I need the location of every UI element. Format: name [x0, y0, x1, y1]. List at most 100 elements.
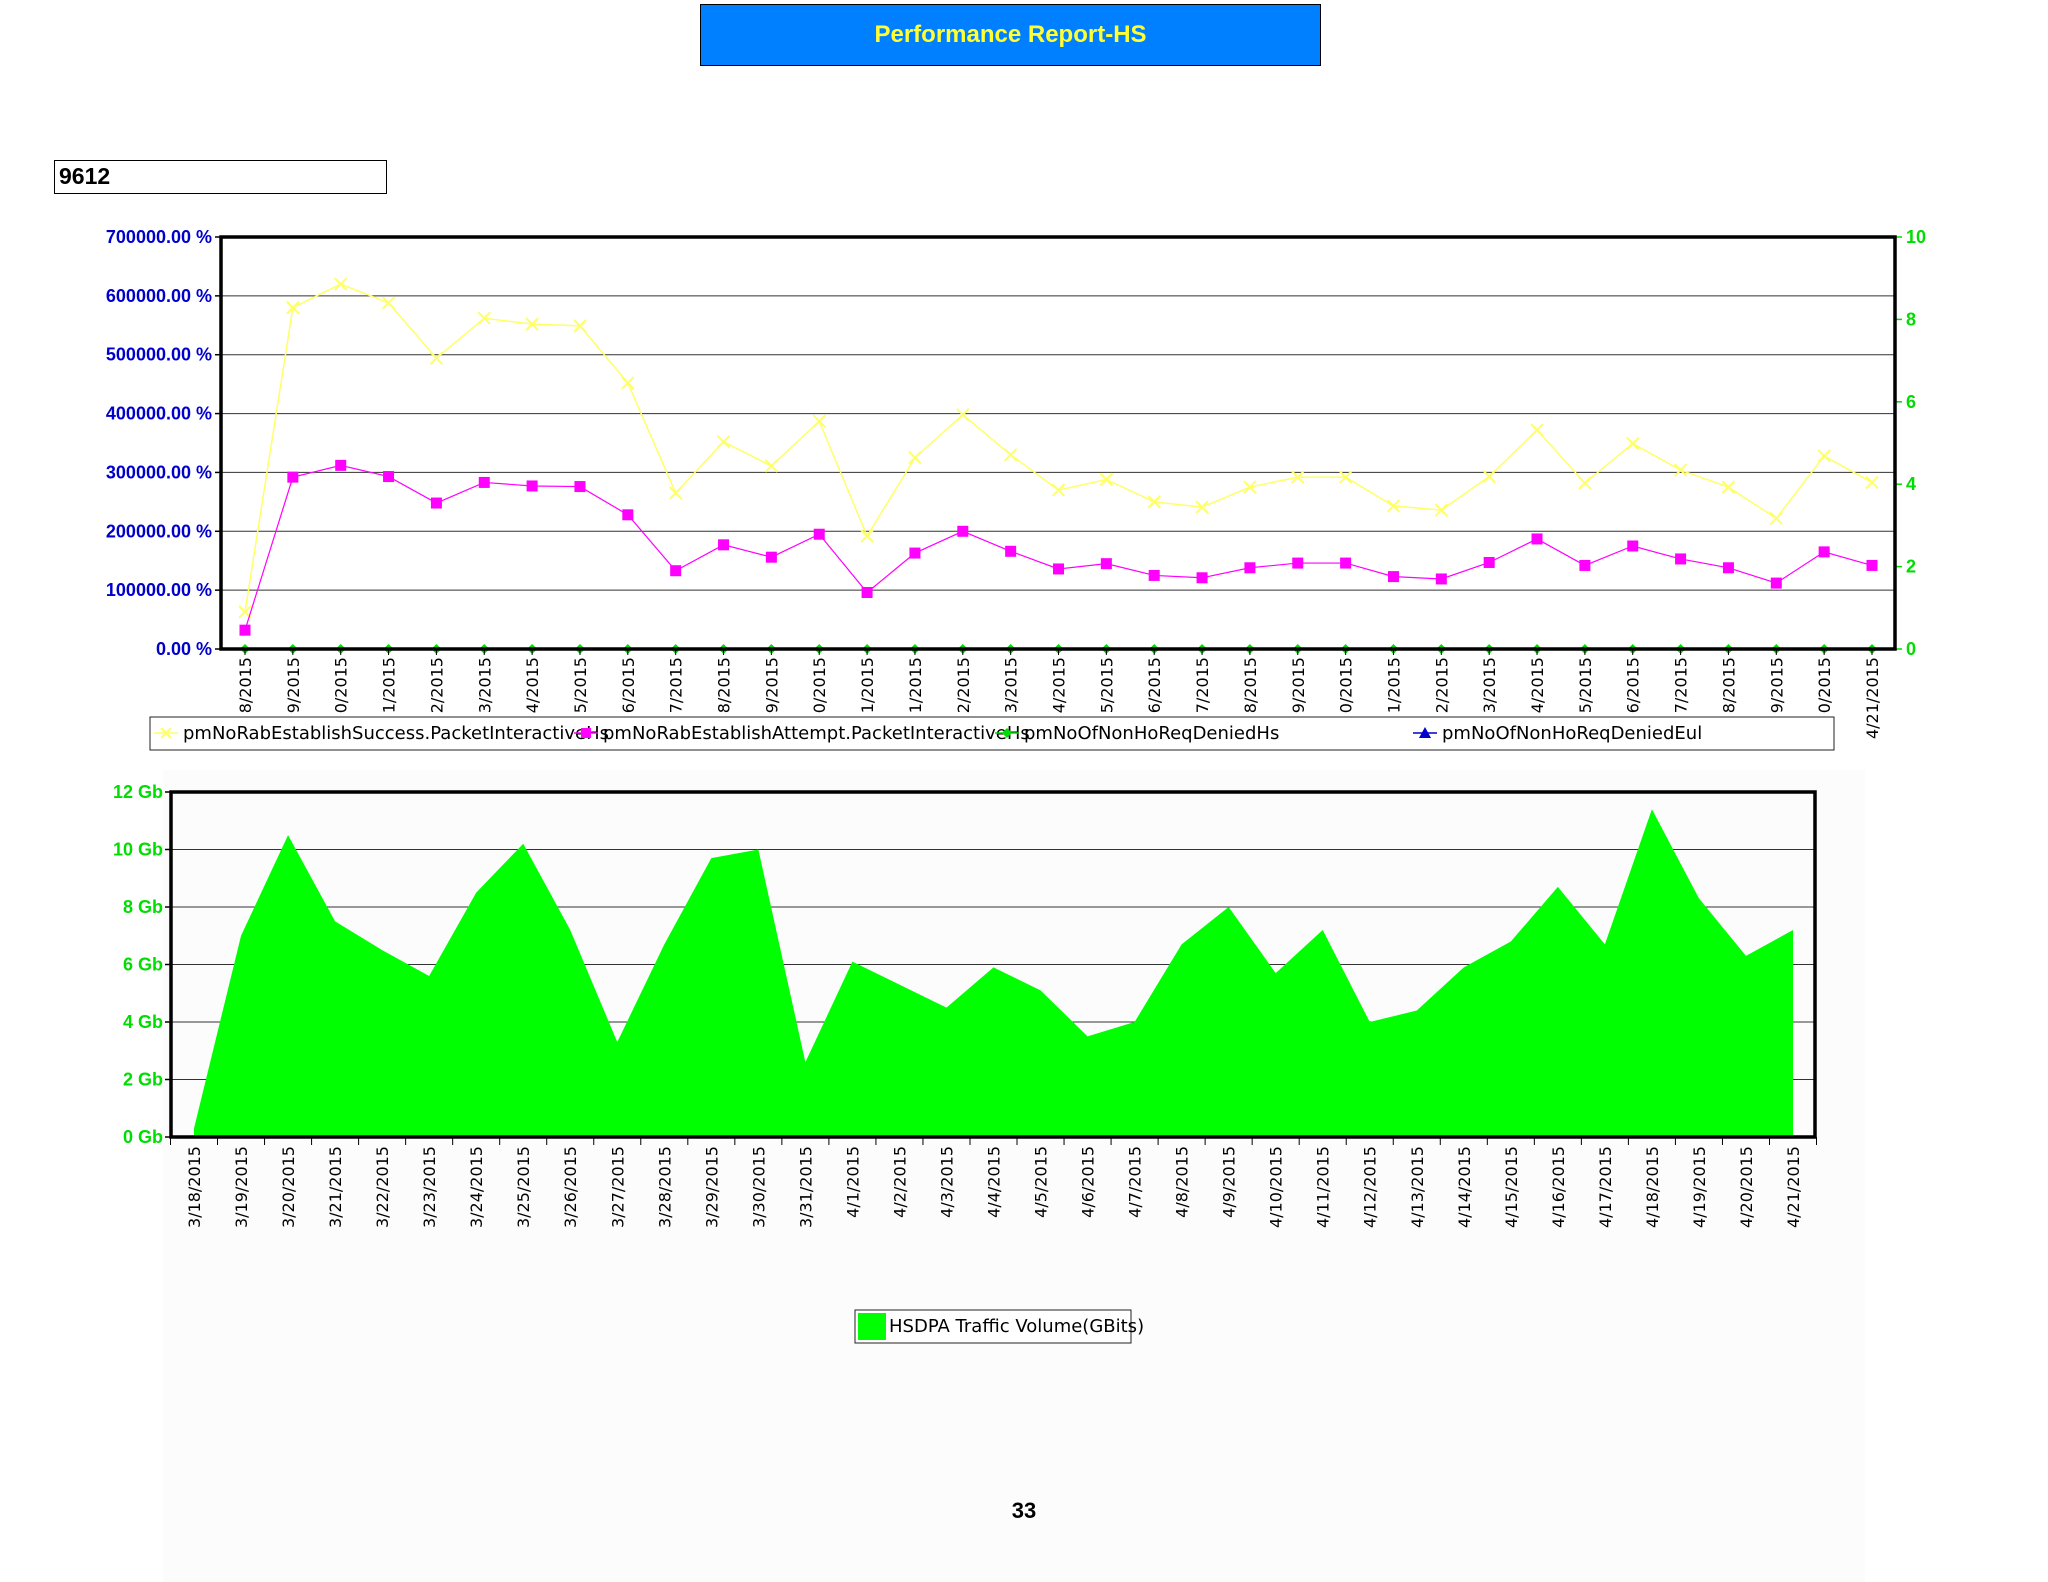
- x-axis-tick-label: 4/15/2015: [1502, 1146, 1521, 1228]
- x-axis-tick-label: 4/8/2015: [1173, 1146, 1192, 1218]
- x-axis-tick-label: 3/25/2015: [514, 1146, 533, 1228]
- x-axis-tick-label: 0/2015: [1815, 657, 1834, 713]
- x-axis-tick-label: 4/21/2015: [1784, 1146, 1803, 1228]
- data-point-success: [1673, 463, 1688, 477]
- data-point-attempt: [1435, 573, 1447, 585]
- kpi-line-chart: 0.00 % 100000.00 % 200000.00 % 300000.00 % 4…: [106, 227, 1926, 751]
- data-point-attempt: [1292, 557, 1304, 569]
- data-point-success: [1530, 423, 1544, 437]
- data-point-attempt: [1100, 558, 1112, 570]
- x-axis-tick-label: 3/2015: [1002, 657, 1021, 713]
- data-point-attempt: [1005, 545, 1017, 557]
- x-axis-tick-label: 9/2015: [284, 657, 303, 713]
- x-axis-tick-label: 4/10/2015: [1267, 1146, 1286, 1228]
- x-axis-tick-label: 5/2015: [1576, 657, 1595, 713]
- x-axis-tick-label: 3/27/2015: [608, 1146, 627, 1228]
- data-point-attempt: [957, 525, 969, 537]
- legend-marker: [160, 727, 172, 739]
- x-axis-tick-label: 3/28/2015: [655, 1146, 674, 1228]
- y-axis-tick-label: 2 Gb: [123, 1070, 163, 1090]
- x-axis-tick-label: 3/20/2015: [279, 1146, 298, 1228]
- left-axis-tick-label: 100000.00 %: [106, 580, 212, 600]
- x-axis-tick-label: 4/14/2015: [1455, 1146, 1474, 1228]
- right-axis-tick-label: 6: [1906, 392, 1916, 412]
- x-axis-tick-label: 6/2015: [619, 657, 638, 713]
- data-point-attempt: [1244, 562, 1256, 574]
- data-point-success: [668, 486, 683, 500]
- data-point-attempt: [1818, 546, 1830, 558]
- x-axis-tick-label: 3/2015: [475, 657, 494, 713]
- x-axis-tick-label: 7/2015: [1672, 657, 1691, 713]
- x-axis-tick-label: 1/2015: [380, 657, 399, 713]
- x-axis-tick-label: 8/2015: [1241, 657, 1260, 713]
- plot-frame: [169, 790, 1817, 1139]
- data-point-attempt: [1675, 553, 1687, 565]
- x-axis-tick-label: 6/2015: [1145, 657, 1164, 713]
- x-axis-tick-label: 3/31/2015: [796, 1146, 815, 1228]
- data-point-success: [1482, 469, 1496, 484]
- data-point-success: [1099, 472, 1114, 487]
- data-point-success: [1865, 475, 1879, 490]
- data-point-attempt: [1196, 572, 1208, 584]
- traffic-volume-area: [194, 809, 1793, 1137]
- x-axis-tick-label: 4/20/2015: [1737, 1146, 1756, 1228]
- data-point-attempt: [574, 481, 586, 493]
- data-point-attempt: [813, 528, 825, 540]
- data-point-success: [333, 277, 348, 291]
- right-axis-tick-label: 4: [1906, 474, 1916, 494]
- legend-label: pmNoOfNonHoReqDeniedHs: [1024, 723, 1279, 744]
- x-axis-tick-label: 0/2015: [1337, 657, 1356, 713]
- traffic-volume-area-chart: 0 Gb 2 Gb 4 Gb 6 Gb 8 Gb 10 Gb 12 Gb 3/18/2015 3…: [113, 782, 1818, 1344]
- left-axis-tick-label: 200000.00 %: [106, 521, 212, 541]
- data-point-success: [1051, 483, 1066, 497]
- x-axis-tick-label: 4/21/2015: [1863, 657, 1882, 739]
- left-axis-tick-label: 700000.00 %: [106, 227, 212, 247]
- x-axis-tick-label: 3/26/2015: [561, 1146, 580, 1228]
- data-point-success: [381, 296, 396, 310]
- x-axis-tick-label: 7/2015: [1193, 657, 1212, 713]
- data-point-success: [1195, 500, 1209, 514]
- data-point-attempt: [478, 476, 490, 488]
- left-axis-tick-label: 300000.00 %: [106, 462, 212, 482]
- data-point-attempt: [765, 551, 777, 563]
- y-axis-tick-label: 0 Gb: [123, 1127, 163, 1147]
- left-axis-tick-label: 0.00 %: [156, 639, 212, 659]
- data-point-success: [1721, 480, 1736, 494]
- data-point-success: [621, 376, 635, 390]
- left-axis-tick-label: 600000.00 %: [106, 286, 212, 306]
- x-axis-tick-label: 4/5/2015: [1032, 1146, 1051, 1218]
- x-axis-tick-label: 1/2015: [906, 657, 925, 713]
- legend-marker: [1002, 728, 1012, 738]
- x-axis-tick-label: 3/2015: [1480, 657, 1499, 713]
- data-point-attempt: [526, 480, 538, 492]
- x-axis-tick-label: 3/29/2015: [702, 1146, 721, 1228]
- data-point-attempt: [1627, 540, 1639, 552]
- x-axis-tick-label: 9/2015: [1767, 657, 1786, 713]
- x-axis-tick-label: 9/2015: [1289, 657, 1308, 713]
- x-axis-tick-label: 4/9/2015: [1220, 1146, 1239, 1218]
- legend-marker: [581, 728, 591, 738]
- data-point-attempt: [1053, 563, 1064, 575]
- x-axis-tick-label: 1/2015: [1384, 657, 1403, 713]
- x-axis-tick-label: 4/13/2015: [1408, 1146, 1427, 1228]
- x-axis-tick-label: 5/2015: [571, 657, 590, 713]
- page-number: 33: [1011, 1498, 1037, 1523]
- y-axis-tick-label: 12 Gb: [113, 782, 163, 802]
- x-axis-tick-label: 4/2/2015: [890, 1146, 909, 1218]
- data-point-success: [429, 351, 444, 365]
- legend-label: pmNoOfNonHoReqDeniedEul: [1442, 723, 1702, 744]
- y-axis-tick-label: 4 Gb: [123, 1012, 163, 1032]
- left-axis-tick-label: 400000.00 %: [106, 404, 212, 424]
- x-axis-tick-label: 3/24/2015: [467, 1146, 486, 1228]
- y-axis-tick-label: 10 Gb: [113, 840, 163, 860]
- x-axis-tick-label: 4/12/2015: [1361, 1146, 1380, 1228]
- x-axis-tick-label: 4/18/2015: [1643, 1146, 1662, 1228]
- data-point-attempt: [383, 471, 395, 483]
- page-background: [163, 770, 1865, 1582]
- x-axis-tick-label: 0/2015: [332, 657, 351, 713]
- data-point-attempt: [1483, 556, 1495, 568]
- data-point-success: [1434, 503, 1449, 517]
- data-point-attempt: [1387, 571, 1399, 583]
- data-point-success: [525, 317, 539, 331]
- x-axis-tick-label: 4/7/2015: [1126, 1146, 1145, 1218]
